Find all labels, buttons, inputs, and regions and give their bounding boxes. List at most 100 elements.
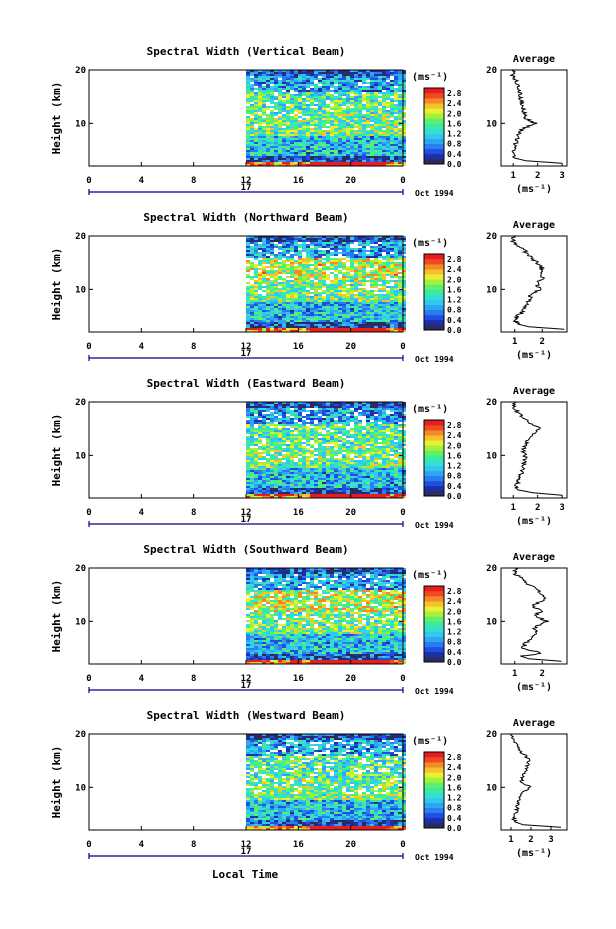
heatmap-cell xyxy=(294,106,298,108)
heatmap-cell xyxy=(274,136,278,138)
heatmap-cell xyxy=(306,266,310,268)
heatmap-cell xyxy=(306,154,310,156)
heatmap-cell xyxy=(378,156,382,158)
heatmap-cell xyxy=(374,162,378,164)
heatmap-cell xyxy=(310,254,314,256)
heatmap-cell xyxy=(350,292,354,294)
heatmap-cell xyxy=(318,118,322,120)
heatmap-cell xyxy=(334,446,338,448)
heatmap-cell xyxy=(262,426,266,428)
heatmap-cell xyxy=(258,280,262,282)
colorbar-tick-label: 2.0 xyxy=(447,109,462,118)
heatmap-cell xyxy=(266,322,270,324)
heatmap-cell xyxy=(302,452,306,454)
heatmap-cell xyxy=(342,328,346,330)
heatmap-cell xyxy=(362,164,366,166)
heatmap-cell xyxy=(270,102,274,104)
heatmap-cell xyxy=(366,146,370,148)
heatmap-cell xyxy=(390,242,394,244)
heatmap-cell xyxy=(334,286,338,288)
heatmap-cell xyxy=(250,466,254,468)
heatmap-cell xyxy=(334,112,338,114)
heatmap-cell xyxy=(274,306,278,308)
heatmap-cell xyxy=(374,426,378,428)
heatmap-cell xyxy=(258,264,262,266)
heatmap-cell xyxy=(250,250,254,252)
heatmap-cell xyxy=(294,468,298,470)
heatmap-cell xyxy=(294,438,298,440)
x-tick-label: 4 xyxy=(139,176,145,186)
heatmap-cell xyxy=(342,456,346,458)
heatmap-cell xyxy=(366,156,370,158)
heatmap-cell xyxy=(378,140,382,142)
heatmap-cell xyxy=(334,278,338,280)
heatmap-cell xyxy=(306,320,310,322)
heatmap-cell xyxy=(322,252,326,254)
heatmap-cell xyxy=(354,144,358,146)
heatmap-cell xyxy=(358,442,362,444)
heatmap-cell xyxy=(322,278,326,280)
heatmap-cell xyxy=(390,416,394,418)
heatmap-cell xyxy=(262,414,266,416)
heatmap-cell xyxy=(382,462,386,464)
heatmap-cell xyxy=(390,404,394,406)
heatmap-cell xyxy=(398,88,402,90)
heatmap-cell xyxy=(298,124,302,126)
heatmap-cell xyxy=(250,326,254,328)
heatmap-cell xyxy=(342,450,346,452)
heatmap-cell xyxy=(354,416,358,418)
heatmap-cell xyxy=(346,416,350,418)
heatmap-cell xyxy=(330,446,334,448)
heatmap-cell xyxy=(274,102,278,104)
heatmap-cell xyxy=(290,310,294,312)
heatmap-cell xyxy=(298,302,302,304)
heatmap-cell xyxy=(286,404,290,406)
heatmap-cell xyxy=(326,420,330,422)
heatmap-cell xyxy=(338,444,342,446)
heatmap-cell xyxy=(358,280,362,282)
heatmap-cell xyxy=(330,428,334,430)
heatmap-cell xyxy=(302,432,306,434)
heatmap-cell xyxy=(266,280,270,282)
heatmap-cell xyxy=(402,156,406,158)
heatmap-cell xyxy=(290,148,294,150)
heatmap-cell xyxy=(274,308,278,310)
heatmap-cell xyxy=(370,94,374,96)
heatmap-cell xyxy=(254,104,258,106)
heatmap-cell xyxy=(330,122,334,124)
heatmap-cell xyxy=(354,466,358,468)
heatmap-cell xyxy=(286,238,290,240)
heatmap-cell xyxy=(294,120,298,122)
heatmap-cell xyxy=(286,110,290,112)
heatmap-cell xyxy=(326,464,330,466)
heatmap-cell xyxy=(338,152,342,154)
heatmap-cell xyxy=(270,272,274,274)
heatmap-cell xyxy=(394,82,398,84)
heatmap-cell xyxy=(382,282,386,284)
heatmap-cell xyxy=(278,148,282,150)
heatmap-cell xyxy=(366,144,370,146)
heatmap-cell xyxy=(306,462,310,464)
heatmap-cell xyxy=(382,114,386,116)
heatmap-cell xyxy=(286,70,290,72)
heatmap-cell xyxy=(378,470,382,472)
heatmap-cell xyxy=(378,426,382,428)
heatmap-cell xyxy=(402,162,406,164)
heatmap-cell xyxy=(314,470,318,472)
heatmap-cell xyxy=(366,470,370,472)
heatmap-cell xyxy=(394,94,398,96)
heatmap-cell xyxy=(334,238,338,240)
heatmap-cell xyxy=(394,96,398,98)
heatmap-cell xyxy=(330,112,334,114)
heatmap-cell xyxy=(350,468,354,470)
heatmap-cell xyxy=(250,86,254,88)
heatmap-cell xyxy=(278,282,282,284)
heatmap-cell xyxy=(290,124,294,126)
heatmap-cell xyxy=(342,312,346,314)
heatmap-cell xyxy=(370,458,374,460)
heatmap-cell xyxy=(358,450,362,452)
heatmap-cell xyxy=(262,406,266,408)
heatmap-cell xyxy=(262,298,266,300)
heatmap-cell xyxy=(290,316,294,318)
heatmap-cell xyxy=(358,156,362,158)
